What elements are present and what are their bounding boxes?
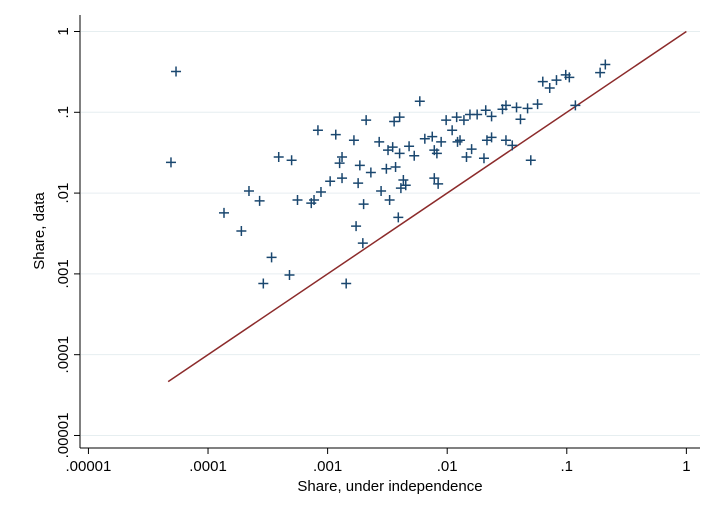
point <box>532 99 543 110</box>
point <box>455 135 466 146</box>
point <box>236 225 247 236</box>
x-axis-title: Share, under independence <box>297 478 482 495</box>
point <box>353 178 364 189</box>
point <box>525 155 536 166</box>
point <box>564 72 575 83</box>
point <box>292 195 303 206</box>
point <box>351 221 362 232</box>
point <box>570 100 581 111</box>
point <box>461 151 472 162</box>
point <box>357 238 368 249</box>
point <box>511 102 522 113</box>
point <box>315 187 326 198</box>
point <box>254 195 265 206</box>
point <box>341 278 352 289</box>
point <box>309 195 320 206</box>
point <box>337 173 348 184</box>
point <box>515 114 526 125</box>
point <box>374 136 385 147</box>
point <box>441 115 452 126</box>
point <box>431 148 442 159</box>
point <box>458 115 469 126</box>
point <box>348 135 359 146</box>
point <box>381 163 392 174</box>
point <box>358 199 369 210</box>
point <box>384 195 395 206</box>
point <box>398 175 409 186</box>
point <box>286 155 297 166</box>
point <box>330 129 341 140</box>
point <box>452 136 463 147</box>
point <box>427 131 438 142</box>
point <box>472 109 483 120</box>
point <box>507 140 518 151</box>
point <box>171 66 182 77</box>
point <box>266 252 277 263</box>
point <box>436 136 447 147</box>
point <box>551 75 562 86</box>
point <box>389 116 400 127</box>
point <box>361 115 372 126</box>
y-tick-label: .001 <box>55 259 72 288</box>
point <box>451 112 462 123</box>
point <box>273 151 284 162</box>
point <box>354 160 365 171</box>
x-tick-label: .001 <box>313 458 342 475</box>
point <box>390 162 401 173</box>
grid <box>81 30 700 436</box>
point <box>500 135 511 146</box>
point <box>404 141 415 152</box>
x-tick-label: .01 <box>437 458 458 475</box>
point <box>258 278 269 289</box>
x-tick-label: .00001 <box>65 458 111 475</box>
point <box>394 148 405 159</box>
point <box>414 96 425 107</box>
y-tick-label: .0001 <box>55 336 72 374</box>
point <box>218 207 229 218</box>
y-tick-label: .1 <box>55 106 72 119</box>
point <box>486 132 497 143</box>
point <box>429 173 440 184</box>
point <box>433 178 444 189</box>
point <box>595 67 606 78</box>
point <box>537 76 548 87</box>
point <box>500 100 511 111</box>
x-tick-label: 1 <box>682 458 690 475</box>
point <box>409 150 420 161</box>
y-tick-label: 1 <box>55 27 72 35</box>
point <box>365 167 376 178</box>
point <box>600 59 611 70</box>
point <box>400 180 411 191</box>
point <box>312 125 323 136</box>
point <box>522 103 533 114</box>
y-tick-label: .00001 <box>55 413 72 459</box>
point <box>376 186 387 197</box>
point <box>165 157 176 168</box>
point <box>337 151 348 162</box>
point <box>544 82 555 93</box>
point <box>447 125 458 136</box>
point <box>466 144 477 155</box>
point <box>243 186 254 197</box>
point <box>334 158 345 169</box>
point <box>284 269 295 280</box>
x-tick-label: .0001 <box>189 458 227 475</box>
x-tick-label: .1 <box>561 458 574 475</box>
point <box>478 153 489 164</box>
point <box>480 105 491 116</box>
y-tick-label: .01 <box>55 183 72 204</box>
point <box>394 112 405 123</box>
y-axis-title: Share, data <box>31 192 48 270</box>
reference-line <box>167 30 687 383</box>
point <box>419 133 430 144</box>
plot-area <box>165 30 687 383</box>
point <box>393 212 404 223</box>
point <box>325 176 336 187</box>
point <box>387 142 398 153</box>
point <box>486 111 497 122</box>
